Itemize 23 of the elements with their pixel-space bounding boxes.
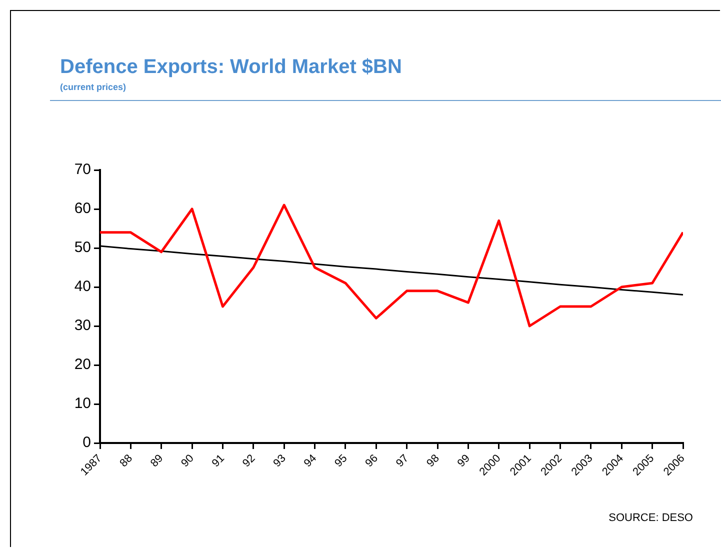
x-tick-label: 92 <box>240 452 258 470</box>
x-tick-label: 97 <box>394 452 412 470</box>
x-tick-label: 88 <box>118 452 135 470</box>
y-tick-label: 0 <box>82 434 91 452</box>
x-tick-label: 98 <box>424 452 442 470</box>
source-note: SOURCE: DESO <box>608 512 693 524</box>
x-tick-label: 94 <box>302 452 320 470</box>
y-tick-label: 10 <box>74 395 91 412</box>
x-tick-label: 91 <box>210 452 227 470</box>
y-tick-label: 60 <box>74 200 91 218</box>
y-tick-label: 70 <box>74 161 91 178</box>
y-tick-label: 50 <box>74 239 91 256</box>
chart-subtitle: (current prices) <box>60 82 126 92</box>
y-tick-label: 30 <box>74 317 91 334</box>
y-tick-label: 20 <box>74 356 91 374</box>
chart-title: Defence Exports: World Market $BN <box>60 56 402 79</box>
x-tick-label: 95 <box>332 452 350 470</box>
x-tick-label: 96 <box>363 452 380 470</box>
x-tick-label: 99 <box>455 452 472 470</box>
y-tick-label: 40 <box>74 278 91 296</box>
x-tick-label: 93 <box>271 452 288 470</box>
x-tick-label: 90 <box>179 452 196 470</box>
x-tick-label: 89 <box>148 452 166 470</box>
